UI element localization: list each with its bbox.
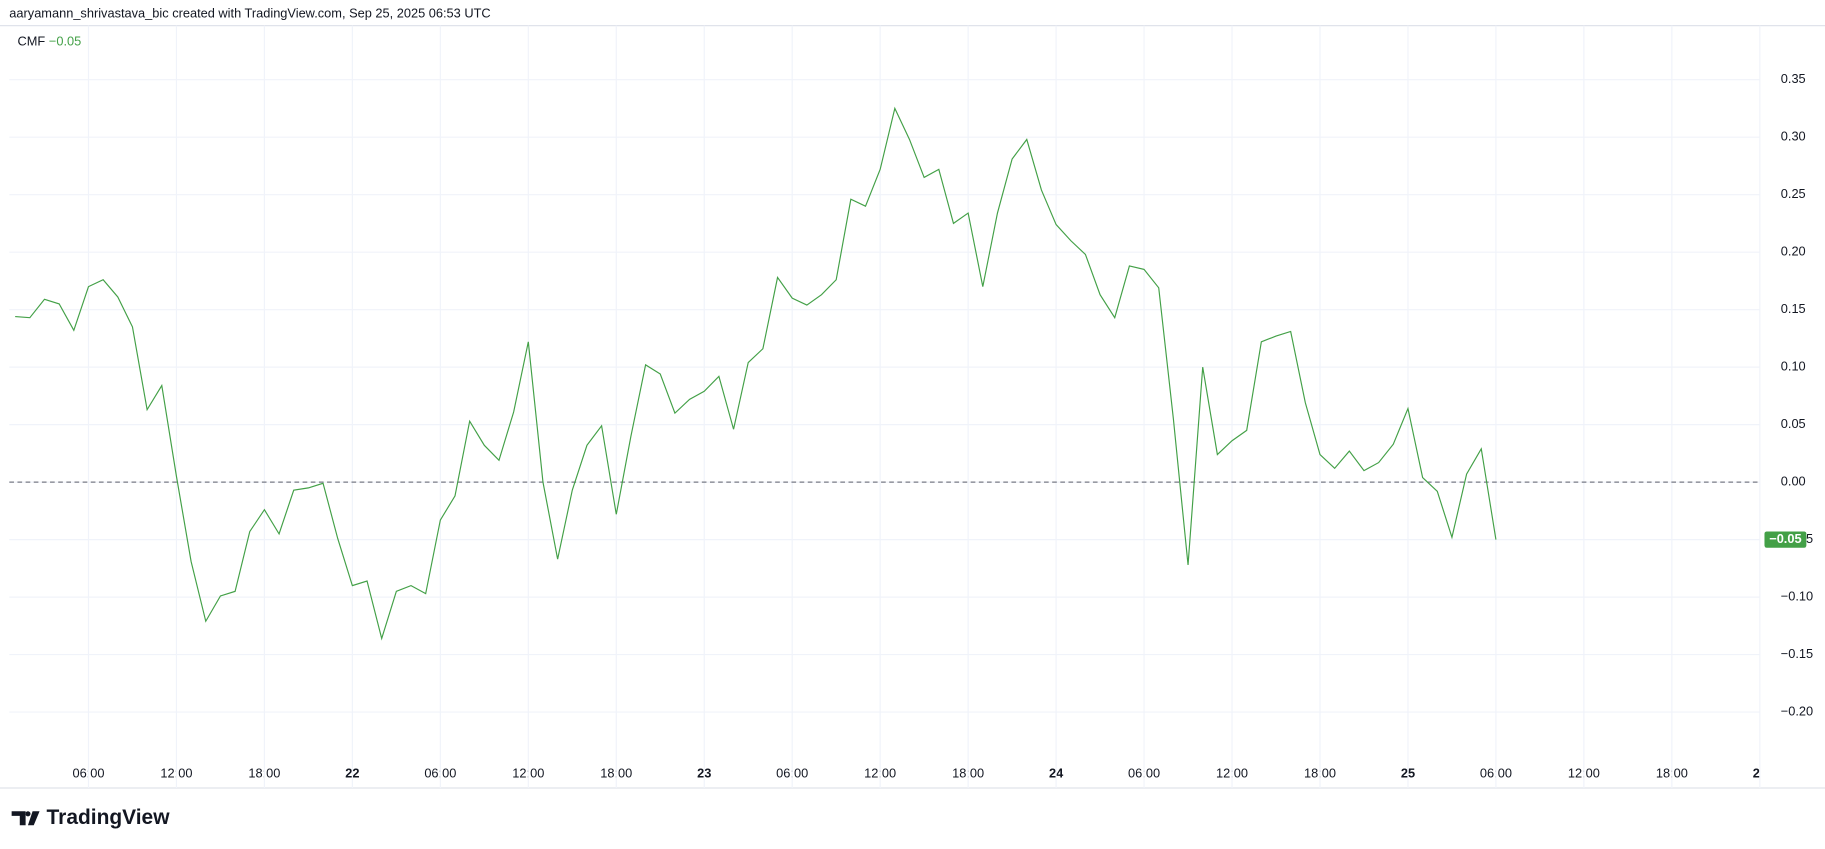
- logo-icon: [11, 811, 40, 826]
- y-tick-label: 0.10: [1781, 359, 1806, 374]
- y-tick-label: −0.20: [1781, 703, 1813, 718]
- clip-group: 06:00 12:00 18:00 22 06:00 12:00 18:00 23 06:00 1…: [72, 765, 1767, 780]
- header: aaryamann_shrivastava_bic created with T…: [9, 5, 490, 20]
- y-tick-label: 0.30: [1781, 129, 1806, 144]
- y-tick-label: −0.10: [1781, 588, 1813, 603]
- legend-name: CMF: [17, 33, 45, 48]
- legend-value: −0.05: [49, 33, 81, 48]
- price-tag-label: −0.05: [1769, 531, 1801, 546]
- price-tag: [1764, 531, 1807, 548]
- y-tick-label: 0.15: [1781, 301, 1806, 316]
- x-tick-label: 26: [1753, 765, 1767, 780]
- plot: 06:00 12:00 18:00 22 06:00 12:00 18:00 23 06:00 1…: [9, 25, 1813, 788]
- y-tick-label: 0.35: [1781, 71, 1806, 86]
- y-tick-label: 0.20: [1781, 244, 1806, 259]
- y-tick-label: 0.25: [1781, 186, 1806, 201]
- y-tick-label: −0.15: [1781, 646, 1813, 661]
- logo: TradingView: [11, 806, 171, 829]
- series-line: [15, 106, 1497, 641]
- logo-text: TradingView: [47, 806, 171, 829]
- y-tick-label: 0.00: [1781, 473, 1806, 488]
- y-tick-label: 0.05: [1781, 416, 1806, 431]
